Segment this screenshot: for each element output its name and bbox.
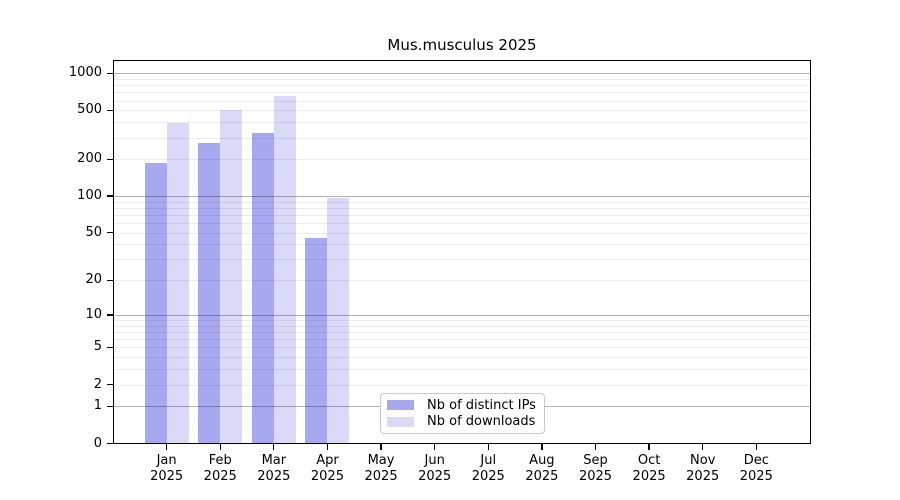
x-tick-label-mar: Mar 2025: [257, 452, 291, 485]
y-tick-label-0: 0: [93, 435, 102, 451]
y-tick-label-1: 1: [93, 398, 102, 414]
x-tick-mark-jun: [434, 443, 436, 450]
x-tick-mark-sep: [594, 443, 597, 450]
y-tick-label-20: 20: [85, 272, 102, 288]
x-tick-label-feb: Feb 2025: [203, 452, 237, 485]
y-tick-label-50: 50: [85, 224, 102, 240]
x-tick-mark-nov: [702, 443, 704, 450]
y-tick-label-1000: 1000: [68, 65, 102, 81]
legend-swatch-downloads: [387, 416, 414, 427]
x-tick-mark-jan: [165, 443, 168, 450]
x-tick-label-apr: Apr 2025: [310, 452, 344, 485]
x-tick-label-jan: Jan 2025: [150, 452, 184, 485]
plot-area: [113, 60, 811, 444]
legend-label-downloads: Nb of downloads: [427, 414, 536, 430]
x-tick-label-dec: Dec 2025: [739, 452, 773, 485]
legend-item-distinct-ips: Nb of distinct IPs: [387, 398, 538, 413]
x-tick-mark-mar: [273, 443, 275, 450]
x-tick-label-aug: Aug 2025: [525, 452, 559, 485]
y-tick-label-200: 200: [77, 151, 102, 167]
x-tick-label-jun: Jun 2025: [418, 452, 452, 485]
legend-label-distinct-ips: Nb of distinct IPs: [427, 397, 536, 413]
x-tick-mark-jul: [487, 443, 489, 450]
x-tick-label-jul: Jul 2025: [471, 452, 505, 485]
y-tick-label-5: 5: [93, 339, 102, 355]
x-tick-mark-aug: [541, 443, 543, 450]
x-tick-mark-may: [380, 443, 382, 450]
y-tick-label-500: 500: [77, 102, 102, 118]
legend-item-downloads: Nb of downloads: [387, 414, 538, 429]
x-tick-label-sep: Sep 2025: [578, 452, 613, 485]
x-tick-mark-apr: [326, 443, 329, 450]
legend: Nb of distinct IPs Nb of downloads: [380, 393, 545, 434]
y-tick-label-100: 100: [77, 188, 102, 204]
y-tick-label-10: 10: [85, 306, 102, 322]
x-tick-mark-dec: [755, 443, 757, 450]
x-tick-label-may: May 2025: [364, 452, 398, 485]
legend-swatch-distinct-ips: [387, 400, 414, 411]
chart-title: Mus.musculus 2025: [387, 36, 537, 54]
x-tick-label-oct: Oct 2025: [632, 452, 666, 485]
x-tick-mark-oct: [648, 443, 650, 450]
y-tick-label-2: 2: [93, 376, 102, 392]
x-tick-mark-feb: [219, 443, 221, 450]
x-tick-label-nov: Nov 2025: [686, 452, 720, 485]
